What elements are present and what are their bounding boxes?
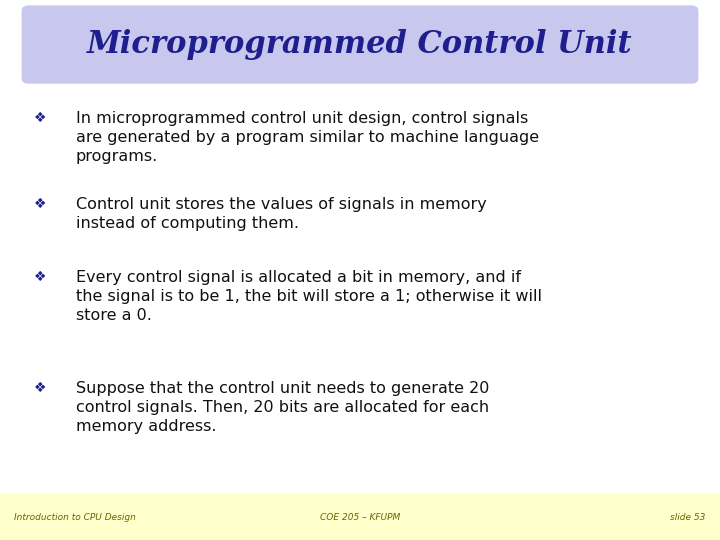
Text: ❖: ❖ <box>33 197 46 211</box>
Text: Every control signal is allocated a bit in memory, and if
the signal is to be 1,: Every control signal is allocated a bit … <box>76 270 541 323</box>
Text: ❖: ❖ <box>33 111 46 125</box>
Text: slide 53: slide 53 <box>670 513 706 522</box>
Text: Control unit stores the values of signals in memory
instead of computing them.: Control unit stores the values of signal… <box>76 197 486 231</box>
FancyBboxPatch shape <box>22 5 698 84</box>
Text: COE 205 – KFUPM: COE 205 – KFUPM <box>320 513 400 522</box>
Text: Microprogrammed Control Unit: Microprogrammed Control Unit <box>87 29 633 60</box>
Text: In microprogrammed control unit design, control signals
are generated by a progr: In microprogrammed control unit design, … <box>76 111 539 164</box>
Text: Suppose that the control unit needs to generate 20
control signals. Then, 20 bit: Suppose that the control unit needs to g… <box>76 381 489 434</box>
Text: Introduction to CPU Design: Introduction to CPU Design <box>14 513 136 522</box>
Text: ❖: ❖ <box>33 270 46 284</box>
Text: ❖: ❖ <box>33 381 46 395</box>
FancyBboxPatch shape <box>0 494 720 540</box>
